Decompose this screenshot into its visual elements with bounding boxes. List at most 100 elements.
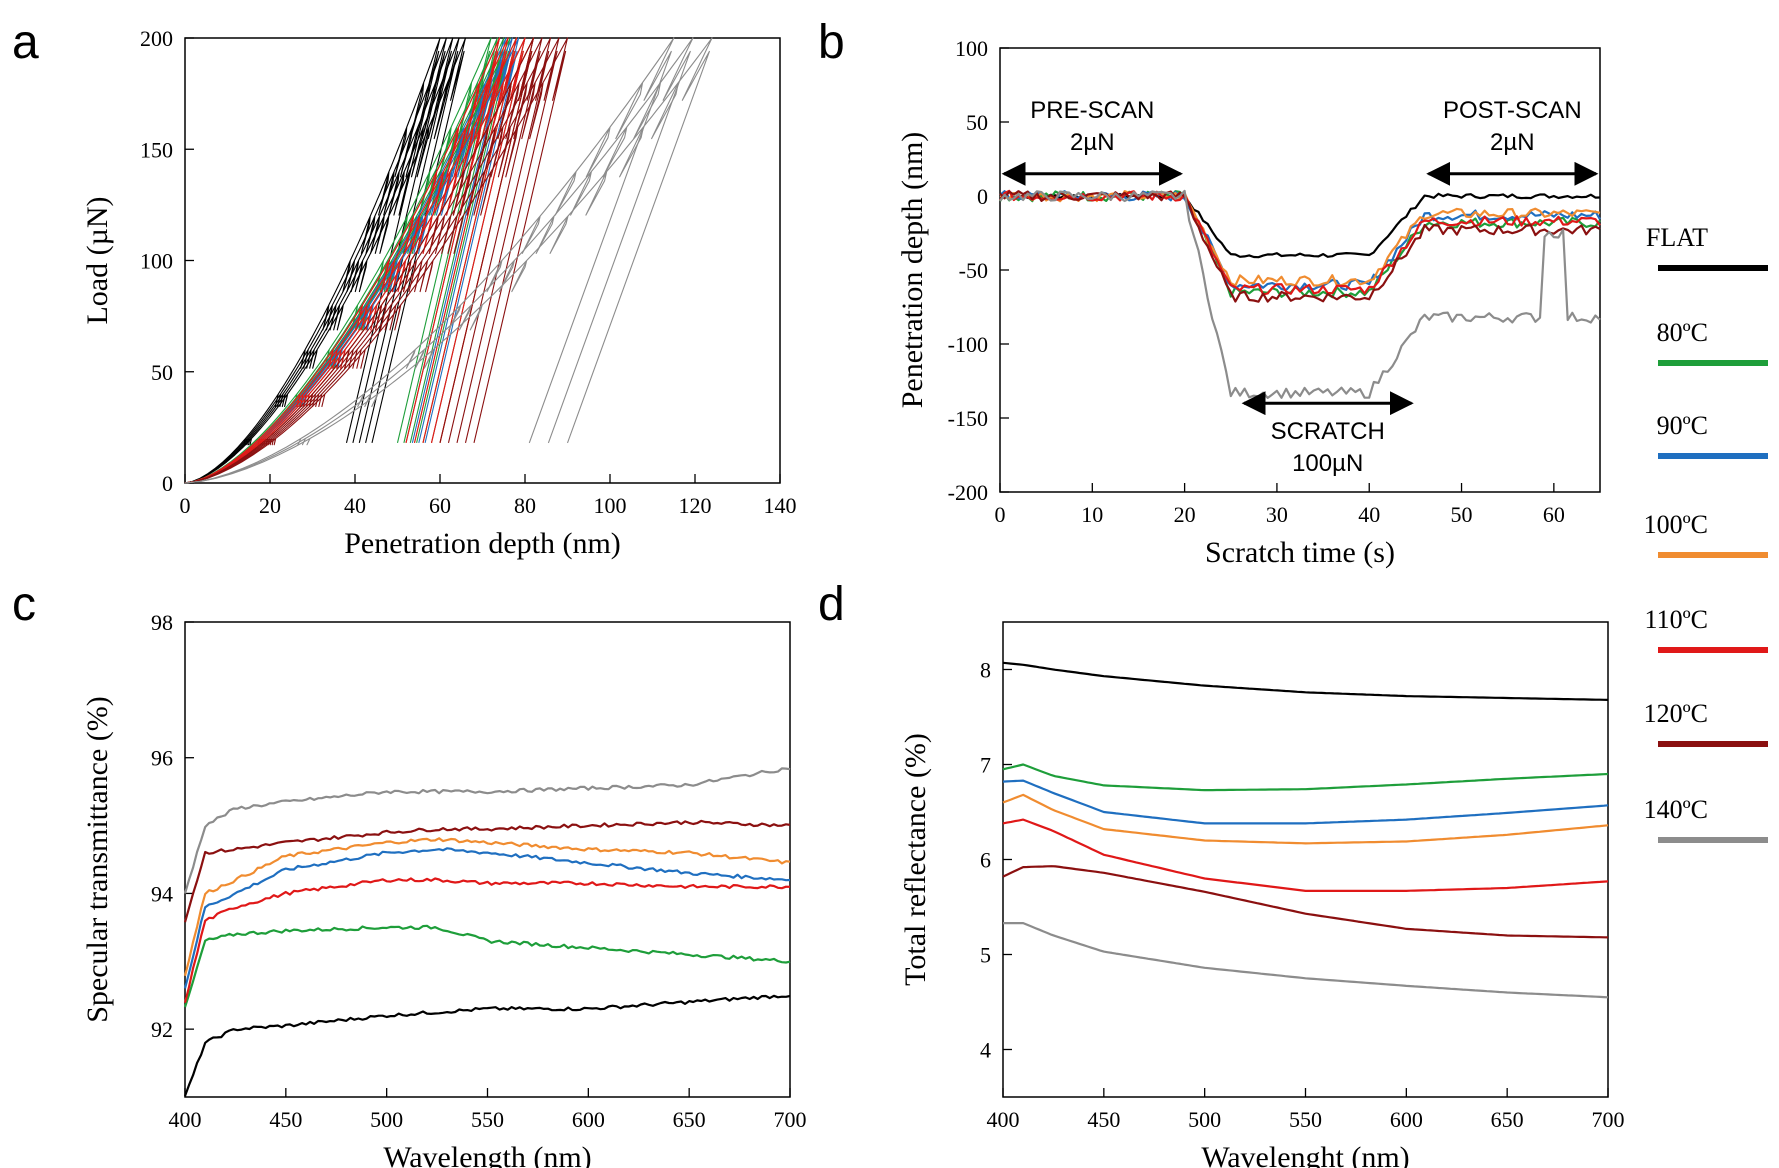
x-tick-label: 550 — [1289, 1107, 1322, 1132]
x-tick-label: 20 — [259, 493, 281, 518]
indentation-curve — [184, 37, 511, 484]
x-tick-label: 650 — [1491, 1107, 1524, 1132]
legend-label: 140ºC — [1644, 795, 1708, 824]
panel-a: a 0 20 40 60 80 100 120 140 0 50 100 150 200 Penetrati… — [12, 16, 797, 560]
panel-d: d 400 450 500 550 600 650 700 4 5 6 7 8 Wavelenght (n… — [818, 578, 1625, 1168]
x-tick-label: 450 — [269, 1107, 302, 1132]
series-c80-line — [183, 924, 791, 1008]
legend: FLAT 80ºC 90ºC 100ºC 110ºC 120ºC 140ºC — [1644, 223, 1768, 843]
y-axis-title: Load (µN) — [81, 196, 114, 324]
legend-item-c120: 120ºC — [1644, 699, 1768, 747]
y-tick-label: 100 — [140, 249, 173, 274]
legend-label: FLAT — [1646, 223, 1708, 252]
indentation-curve — [184, 37, 518, 484]
series-flat-line — [183, 994, 791, 1097]
legend-label: 90ºC — [1657, 411, 1708, 440]
series-flat-curves — [184, 37, 467, 484]
x-tick-label: 60 — [429, 493, 451, 518]
annotation-load: 100µN — [1292, 450, 1363, 477]
y-tick-label: 5 — [980, 943, 991, 968]
y-tick-label: -100 — [948, 332, 988, 357]
series-c140-line — [183, 767, 791, 894]
x-tick-label: 700 — [774, 1107, 807, 1132]
y-tick-label: 150 — [140, 137, 173, 162]
indentation-curve — [184, 37, 501, 484]
legend-item-c80: 80ºC — [1657, 318, 1768, 366]
indentation-curve — [184, 37, 492, 484]
y-tick-label: 8 — [980, 658, 991, 683]
y-tick-label: 0 — [162, 471, 173, 496]
series-c90-line — [999, 190, 1601, 292]
y-tick-label: 100 — [955, 36, 988, 61]
y-tick-label: -150 — [948, 406, 988, 431]
legend-item-c140: 140ºC — [1644, 795, 1768, 843]
panel-letter: a — [12, 16, 39, 69]
indentation-curve — [184, 37, 560, 484]
x-tick-label: 30 — [1266, 502, 1288, 527]
x-tick-label: 500 — [370, 1107, 403, 1132]
x-tick-label: 20 — [1174, 502, 1196, 527]
x-tick-label: 600 — [572, 1107, 605, 1132]
x-tick-label: 450 — [1087, 1107, 1120, 1132]
x-tick-label: 600 — [1390, 1107, 1423, 1132]
y-tick-label: 6 — [980, 848, 991, 873]
y-tick-label: 4 — [980, 1038, 991, 1063]
indentation-curve — [184, 37, 552, 484]
series-c90-line — [183, 847, 791, 989]
series-c100-line — [183, 837, 791, 977]
y-axis-title: Total reflectance (%) — [899, 733, 932, 986]
y-tick-label: -50 — [959, 258, 988, 283]
x-axis-title: Wavelenght (nm) — [1201, 1141, 1409, 1168]
legend-item-c110: 110ºC — [1645, 605, 1768, 653]
indentation-curve — [184, 37, 509, 484]
annotation-title: PRE-SCAN — [1030, 97, 1154, 124]
x-tick-label: 60 — [1543, 502, 1565, 527]
annotation-load: 2µN — [1070, 129, 1115, 156]
y-tick-label: 7 — [980, 753, 991, 778]
legend-label: 120ºC — [1644, 699, 1708, 728]
y-axis-title: Specular transmittance (%) — [81, 696, 114, 1023]
panel-b: b 0 10 20 30 40 50 60 100 50 0 -50 -100 -150 -200 Scrat… — [818, 16, 1601, 569]
indentation-curve — [184, 37, 526, 484]
series-flat-line — [1002, 661, 1609, 701]
series-c110-line — [183, 877, 791, 1003]
indentation-curve — [184, 37, 447, 484]
x-tick-label: 650 — [673, 1107, 706, 1132]
y-tick-label: -200 — [948, 480, 988, 505]
indentation-curve — [184, 37, 569, 484]
legend-item-flat: FLAT — [1646, 223, 1768, 271]
x-tick-label: 400 — [987, 1107, 1020, 1132]
panel-c: c 400 450 500 550 600 650 700 92 94 96 98 Wavelength… — [12, 578, 807, 1168]
series-c110-line — [1002, 818, 1609, 893]
y-tick-label: 50 — [966, 110, 988, 135]
series-c100-line — [1002, 793, 1609, 845]
x-tick-label: 140 — [764, 493, 797, 518]
x-tick-label: 10 — [1081, 502, 1103, 527]
legend-label: 110ºC — [1645, 605, 1708, 634]
y-tick-label: 96 — [151, 746, 173, 771]
series-c140-curves — [184, 37, 713, 484]
annotation-title: POST-SCAN — [1443, 97, 1582, 124]
series-c80-line — [1002, 763, 1609, 792]
indentation-curve — [184, 37, 694, 484]
x-axis-title: Scratch time (s) — [1205, 536, 1395, 569]
x-tick-label: 500 — [1188, 1107, 1221, 1132]
y-tick-label: 0 — [977, 184, 988, 209]
series-c90-line — [1002, 779, 1609, 825]
indentation-curve — [184, 37, 535, 484]
y-axis-title: Penetration depth (nm) — [896, 132, 929, 409]
x-tick-label: 40 — [1358, 502, 1380, 527]
x-tick-label: 700 — [1592, 1107, 1625, 1132]
indentation-curve — [184, 37, 675, 484]
indentation-curve — [184, 37, 513, 484]
x-tick-label: 550 — [471, 1107, 504, 1132]
y-tick-label: 200 — [140, 26, 173, 51]
series-c120-line — [1002, 865, 1609, 939]
y-tick-label: 94 — [151, 881, 173, 906]
series-c120-curves — [184, 37, 569, 484]
y-tick-label: 98 — [151, 610, 173, 635]
x-tick-label: 100 — [594, 493, 627, 518]
indentation-curve — [184, 37, 460, 484]
x-tick-label: 400 — [169, 1107, 202, 1132]
